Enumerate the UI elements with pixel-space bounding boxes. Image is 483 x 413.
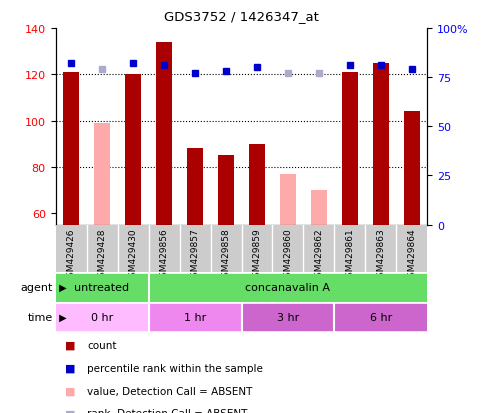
Text: GSM429859: GSM429859: [253, 228, 261, 282]
Text: GSM429864: GSM429864: [408, 228, 416, 282]
Text: percentile rank within the sample: percentile rank within the sample: [87, 363, 263, 373]
Text: GSM429858: GSM429858: [222, 228, 230, 282]
Bar: [86, 225, 117, 273]
Bar: [249, 144, 265, 225]
Text: GSM429860: GSM429860: [284, 228, 293, 282]
Text: GSM429863: GSM429863: [376, 228, 385, 282]
Text: agent: agent: [21, 282, 53, 292]
Text: ■: ■: [65, 340, 76, 350]
Bar: [149, 225, 180, 273]
Bar: [342, 73, 358, 225]
Bar: [404, 112, 420, 225]
Bar: [334, 225, 366, 273]
Bar: [373, 64, 389, 225]
Bar: [272, 225, 303, 273]
Bar: [311, 190, 327, 225]
Bar: [117, 225, 149, 273]
Text: count: count: [87, 340, 116, 350]
Bar: [280, 174, 296, 225]
Bar: [397, 225, 427, 273]
Bar: [125, 75, 141, 225]
Text: 1 hr: 1 hr: [184, 312, 206, 322]
Text: 6 hr: 6 hr: [370, 312, 392, 322]
Text: value, Detection Call = ABSENT: value, Detection Call = ABSENT: [87, 386, 252, 396]
Text: ▶: ▶: [56, 282, 66, 292]
Text: 3 hr: 3 hr: [277, 312, 299, 322]
Text: rank, Detection Call = ABSENT: rank, Detection Call = ABSENT: [87, 408, 247, 413]
Bar: [187, 149, 203, 225]
Text: GSM429426: GSM429426: [67, 228, 75, 282]
Bar: [211, 225, 242, 273]
Text: GSM429861: GSM429861: [345, 228, 355, 282]
Text: 0 hr: 0 hr: [91, 312, 113, 322]
Bar: [149, 274, 427, 301]
Bar: [180, 225, 211, 273]
Bar: [56, 304, 149, 330]
Text: GSM429428: GSM429428: [98, 228, 107, 282]
Bar: [63, 73, 79, 225]
Bar: [94, 123, 110, 225]
Bar: [218, 156, 234, 225]
Text: ▶: ▶: [56, 312, 66, 322]
Bar: [56, 225, 86, 273]
Text: concanavalin A: concanavalin A: [245, 282, 330, 292]
Text: ■: ■: [65, 408, 76, 413]
Bar: [303, 225, 334, 273]
Bar: [149, 304, 242, 330]
Text: GSM429856: GSM429856: [159, 228, 169, 282]
Bar: [366, 225, 397, 273]
Bar: [242, 225, 272, 273]
Bar: [334, 304, 427, 330]
Text: GSM429862: GSM429862: [314, 228, 324, 282]
Bar: [56, 274, 149, 301]
Text: GDS3752 / 1426347_at: GDS3752 / 1426347_at: [164, 10, 319, 23]
Text: time: time: [28, 312, 53, 322]
Text: untreated: untreated: [74, 282, 129, 292]
Text: GSM429430: GSM429430: [128, 228, 138, 282]
Bar: [242, 304, 334, 330]
Bar: [156, 43, 172, 225]
Text: ■: ■: [65, 363, 76, 373]
Text: ■: ■: [65, 386, 76, 396]
Text: GSM429857: GSM429857: [190, 228, 199, 282]
